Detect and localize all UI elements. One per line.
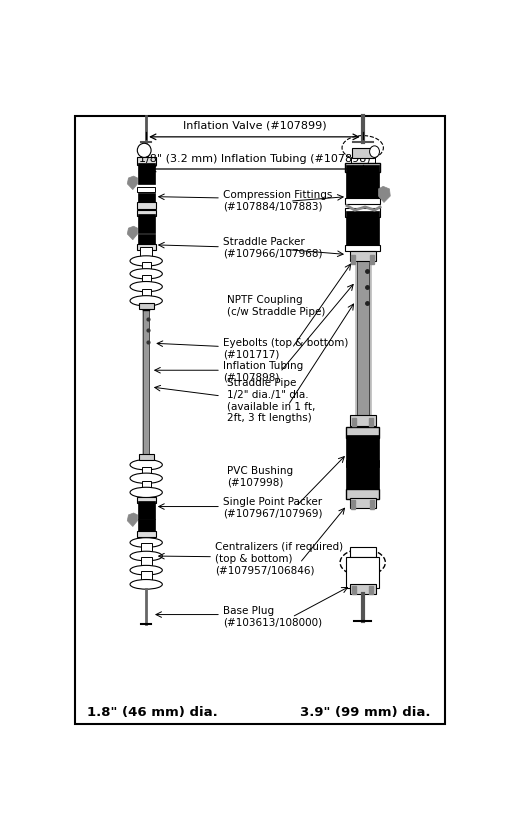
Bar [142,467,150,475]
Bar [138,193,154,205]
Bar [346,459,379,493]
Bar [350,498,375,509]
Bar [346,164,379,200]
Ellipse shape [130,296,163,306]
Bar [138,501,154,519]
Bar [141,557,152,569]
Bar [137,158,155,165]
Polygon shape [378,186,390,202]
Text: NPTF Coupling
(c/w Straddle Pipe): NPTF Coupling (c/w Straddle Pipe) [227,295,325,316]
Polygon shape [128,226,138,240]
Text: Single Point Packer
(#107967/107969): Single Point Packer (#107967/107969) [223,497,323,519]
Bar [139,454,153,460]
Bar [350,547,375,557]
Ellipse shape [130,459,163,470]
Bar [345,245,380,251]
Polygon shape [128,176,138,190]
Bar [142,289,150,297]
Text: Eyebolts (top & bottom)
(#101717): Eyebolts (top & bottom) (#101717) [223,337,348,359]
Ellipse shape [130,473,163,483]
Bar [346,557,379,588]
Bar [141,571,152,583]
Text: Base Plug
(#103613/108000): Base Plug (#103613/108000) [223,606,322,628]
Ellipse shape [130,538,163,548]
Bar [346,434,379,467]
Ellipse shape [130,269,163,279]
Bar [140,247,152,259]
Bar [345,163,380,172]
Ellipse shape [130,488,163,498]
Polygon shape [128,513,138,527]
Bar [345,208,380,216]
Ellipse shape [130,551,163,561]
Text: Straddle Pipe
1/2" dia./1" dia.
(available in 1 ft,
2ft, 3 ft lengths): Straddle Pipe 1/2" dia./1" dia. (availab… [227,378,315,423]
Text: Inflation Valve (#107899): Inflation Valve (#107899) [183,120,326,130]
Text: Centralizers (if required)
(top & bottom)
(#107957/106846): Centralizers (if required) (top & bottom… [215,542,343,575]
Bar [137,210,155,216]
Text: PVC Bushing
(#107998): PVC Bushing (#107998) [227,466,293,487]
Bar [345,198,380,205]
Bar [346,428,379,438]
Text: 1.8" (46 mm) dia.: 1.8" (46 mm) dia. [87,706,218,719]
Ellipse shape [130,579,163,590]
Bar [137,497,155,504]
Bar [352,148,373,158]
Bar [138,519,154,534]
Bar [350,250,375,261]
Text: Inflation Tubing
(#107898): Inflation Tubing (#107898) [223,362,303,383]
Ellipse shape [342,135,384,160]
Ellipse shape [130,565,163,575]
Bar [350,584,375,594]
Bar [137,187,155,192]
Ellipse shape [130,281,163,291]
Bar [137,531,155,538]
Bar [141,543,152,555]
Bar [142,262,150,271]
Bar [138,214,154,233]
Ellipse shape [130,256,163,266]
Bar [142,276,150,284]
Text: 3.9" (99 mm) dia.: 3.9" (99 mm) dia. [300,706,430,719]
Ellipse shape [370,146,379,158]
Bar [138,163,154,184]
Bar [139,303,153,309]
Text: Compression Fittings
(#107884/107883): Compression Fittings (#107884/107883) [223,190,332,212]
Bar [138,234,154,245]
Text: Straddle Packer
(#107966/107968): Straddle Packer (#107966/107968) [223,237,323,259]
Ellipse shape [137,144,151,158]
Bar [137,202,155,209]
Ellipse shape [340,549,386,576]
Text: 1/8" (3.2 mm) Inflation Tubing (#107898): 1/8" (3.2 mm) Inflation Tubing (#107898) [139,154,370,164]
Bar [350,415,375,426]
Bar [346,211,379,246]
Bar [351,157,374,163]
Bar [142,481,150,489]
Bar [346,489,379,499]
Bar [137,244,155,250]
